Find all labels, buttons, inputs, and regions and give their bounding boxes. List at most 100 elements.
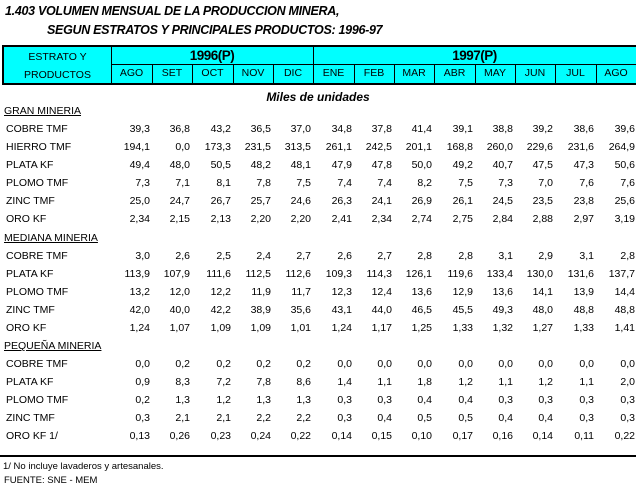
table-cell: 3,0 xyxy=(135,250,150,262)
table-cell: 1,41 xyxy=(614,322,635,334)
table-cell: 0,0 xyxy=(620,358,635,370)
table-cell: 43,2 xyxy=(210,123,231,135)
column-divider xyxy=(233,65,234,83)
row-label: ZINC TMF xyxy=(6,412,55,424)
table-cell: 0,3 xyxy=(135,412,150,424)
section-heading: GRAN MINERIA xyxy=(4,105,82,117)
table-cell: 0,22 xyxy=(614,430,635,442)
table-cell: 12,0 xyxy=(169,286,190,298)
table-cell: 2,7 xyxy=(377,250,392,262)
table-cell: 0,4 xyxy=(458,394,473,406)
month-header: ABR xyxy=(443,67,466,79)
section-heading: PEQUEÑA MINERIA xyxy=(4,340,102,352)
table-cell: 8,2 xyxy=(417,177,432,189)
table-cell: 47,3 xyxy=(573,159,594,171)
table-cell: 7,2 xyxy=(216,376,231,388)
row-label: PLOMO TMF xyxy=(6,286,69,298)
month-header: ENE xyxy=(322,67,345,79)
table-cell: 1,1 xyxy=(377,376,392,388)
month-header: MAY xyxy=(484,67,506,79)
table-cell: 14,4 xyxy=(614,286,635,298)
table-cell: 1,33 xyxy=(573,322,594,334)
header-divider xyxy=(111,64,636,65)
table-cell: 201,1 xyxy=(405,141,432,153)
month-header: JUL xyxy=(566,67,585,79)
table-cell: 0,0 xyxy=(498,358,513,370)
table-cell: 261,1 xyxy=(325,141,352,153)
table-cell: 39,1 xyxy=(452,123,473,135)
table-cell: 49,3 xyxy=(492,304,513,316)
row-label: ORO KF xyxy=(6,322,47,334)
table-cell: 0,0 xyxy=(458,358,473,370)
stub-header-line-1: ESTRATO Y xyxy=(28,51,87,63)
table-cell: 3,1 xyxy=(498,250,513,262)
table-cell: 1,07 xyxy=(169,322,190,334)
table-cell: 48,0 xyxy=(532,304,553,316)
table-cell: 7,8 xyxy=(256,376,271,388)
table-cell: 0,4 xyxy=(377,412,392,424)
table-cell: 264,9 xyxy=(608,141,635,153)
table-cell: 7,3 xyxy=(498,177,513,189)
table-cell: 2,8 xyxy=(458,250,473,262)
month-header: JUN xyxy=(524,67,546,79)
table-cell: 37,8 xyxy=(371,123,392,135)
table-cell: 1,2 xyxy=(458,376,473,388)
table-cell: 2,2 xyxy=(296,412,311,424)
table-cell: 260,0 xyxy=(486,141,513,153)
table-cell: 0,3 xyxy=(337,394,352,406)
table-cell: 126,1 xyxy=(405,268,432,280)
table-cell: 231,5 xyxy=(244,141,271,153)
table-cell: 2,34 xyxy=(371,213,392,225)
month-header: DIC xyxy=(283,67,303,79)
table-cell: 2,6 xyxy=(175,250,190,262)
table-cell: 113,9 xyxy=(124,268,151,280)
table-cell: 2,5 xyxy=(216,250,231,262)
table-cell: 1,24 xyxy=(331,322,352,334)
table-cell: 50,6 xyxy=(614,159,635,171)
table-cell: 2,2 xyxy=(256,412,271,424)
table-cell: 0,9 xyxy=(135,376,150,388)
table-cell: 13,6 xyxy=(492,286,513,298)
table-cell: 109,3 xyxy=(325,268,352,280)
table-cell: 114,3 xyxy=(366,268,393,280)
table-cell: 0,0 xyxy=(538,358,553,370)
table-cell: 14,1 xyxy=(532,286,553,298)
table-cell: 2,8 xyxy=(620,250,635,262)
table-cell: 7,5 xyxy=(296,177,311,189)
table-cell: 0,2 xyxy=(216,358,231,370)
table-cell: 0,0 xyxy=(135,358,150,370)
table-cell: 7,5 xyxy=(458,177,473,189)
table-cell: 1,3 xyxy=(175,394,190,406)
table-cell: 23,8 xyxy=(573,195,594,207)
table-cell: 25,6 xyxy=(614,195,635,207)
table-cell: 49,2 xyxy=(452,159,473,171)
table-cell: 2,9 xyxy=(538,250,553,262)
table-cell: 1,8 xyxy=(417,376,432,388)
table-cell: 119,6 xyxy=(447,268,474,280)
table-cell: 130,0 xyxy=(526,268,553,280)
table-cell: 42,0 xyxy=(129,304,150,316)
table-cell: 0,24 xyxy=(250,430,271,442)
table-cell: 0,14 xyxy=(532,430,553,442)
table-cell: 24,5 xyxy=(492,195,513,207)
month-header: AGO xyxy=(604,67,628,79)
table-cell: 1,01 xyxy=(290,322,311,334)
table-cell: 47,8 xyxy=(371,159,392,171)
table-cell: 112,5 xyxy=(245,268,272,280)
table-cell: 7,4 xyxy=(337,177,352,189)
table-cell: 0,2 xyxy=(175,358,190,370)
section-heading: MEDIANA MINERIA xyxy=(4,232,98,244)
table-cell: 137,7 xyxy=(608,268,635,280)
table-cell: 0,0 xyxy=(337,358,352,370)
table-cell: 0,4 xyxy=(538,412,553,424)
table-cell: 2,20 xyxy=(250,213,271,225)
table-cell: 0,17 xyxy=(452,430,473,442)
table-cell: 0,26 xyxy=(169,430,190,442)
column-divider xyxy=(354,65,355,83)
table-cell: 3,1 xyxy=(579,250,594,262)
footnote: 1/ No incluye lavaderos y artesanales. xyxy=(3,461,164,472)
table-cell: 1,3 xyxy=(256,394,271,406)
table-cell: 48,1 xyxy=(290,159,311,171)
title-line-2: SEGUN ESTRATOS Y PRINCIPALES PRODUCTOS: … xyxy=(47,23,383,37)
month-header: SET xyxy=(161,67,183,79)
